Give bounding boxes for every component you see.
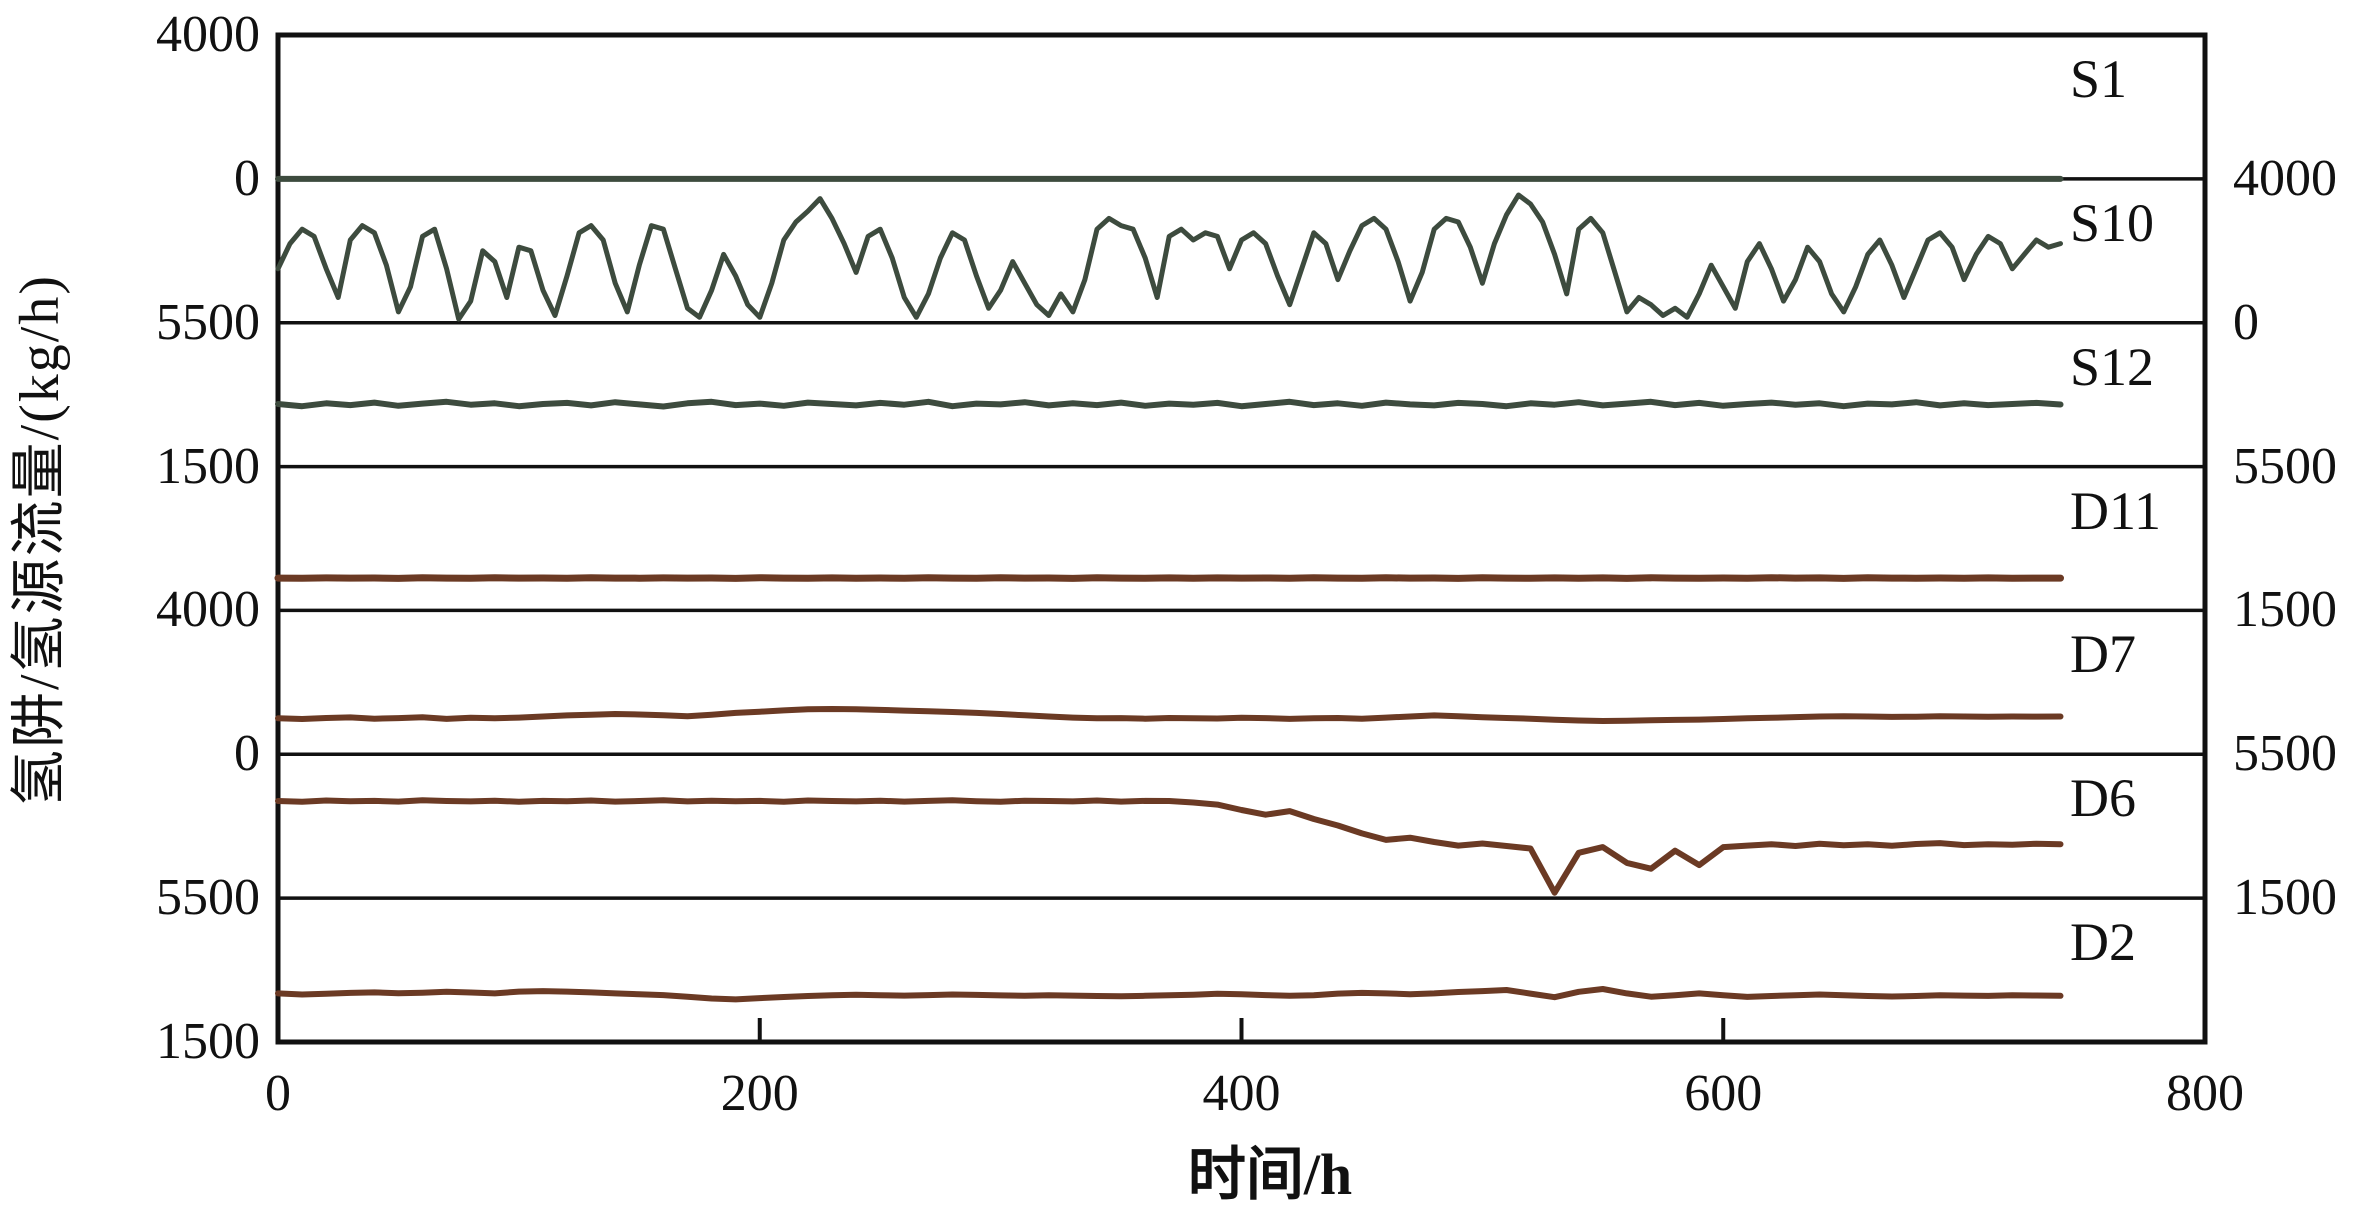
y-tick-label-right: 4000 [2233,149,2337,207]
panel-label-d7: D7 [2070,624,2136,685]
series-line-s12 [275,398,2064,410]
panel-label-d11: D11 [2070,480,2161,541]
series-line-s10 [275,192,2063,322]
plot-frame [275,32,2208,1045]
y-tick-label-left: 0 [234,149,260,207]
panel-label-d6: D6 [2070,768,2136,829]
panel-label-d2: D2 [2070,912,2136,973]
x-axis-title: 时间/h [1187,1142,1353,1207]
y-tick-label-right: 5500 [2233,725,2337,783]
series-line-d6 [275,797,2064,896]
panel-label-s10: S10 [2070,192,2155,253]
series-line-d2 [275,986,2064,1003]
series-line-d7 [275,706,2064,724]
x-tick-label: 400 [1202,1065,1281,1122]
x-tick-label: 0 [265,1065,291,1122]
y-tick-label-right: 1500 [2233,869,2337,927]
y-tick-label-left: 5500 [156,293,260,351]
y-tick-label-left: 1500 [156,1013,260,1070]
y-tick-label-left: 4000 [156,581,260,639]
y-tick-label-left: 4000 [156,6,260,63]
y-tick-label-right: 0 [2233,293,2259,351]
y-tick-label-left: 5500 [156,869,260,927]
x-tick-label: 800 [2166,1065,2244,1122]
x-tick-label: 600 [1684,1065,1763,1122]
x-tick-label: 200 [720,1065,799,1122]
y-tick-label-left: 1500 [156,437,260,495]
series-line-d11 [274,574,2064,582]
y-tick-label-right: 1500 [2233,581,2337,639]
y-tick-label-right: 5500 [2233,437,2337,495]
panel-label-s12: S12 [2070,336,2155,397]
y-tick-label-left: 0 [234,725,260,783]
y-axis-title: 氢阱/氢源流量/(kg/h) [9,274,71,806]
panel-label-s1: S1 [2070,49,2128,109]
